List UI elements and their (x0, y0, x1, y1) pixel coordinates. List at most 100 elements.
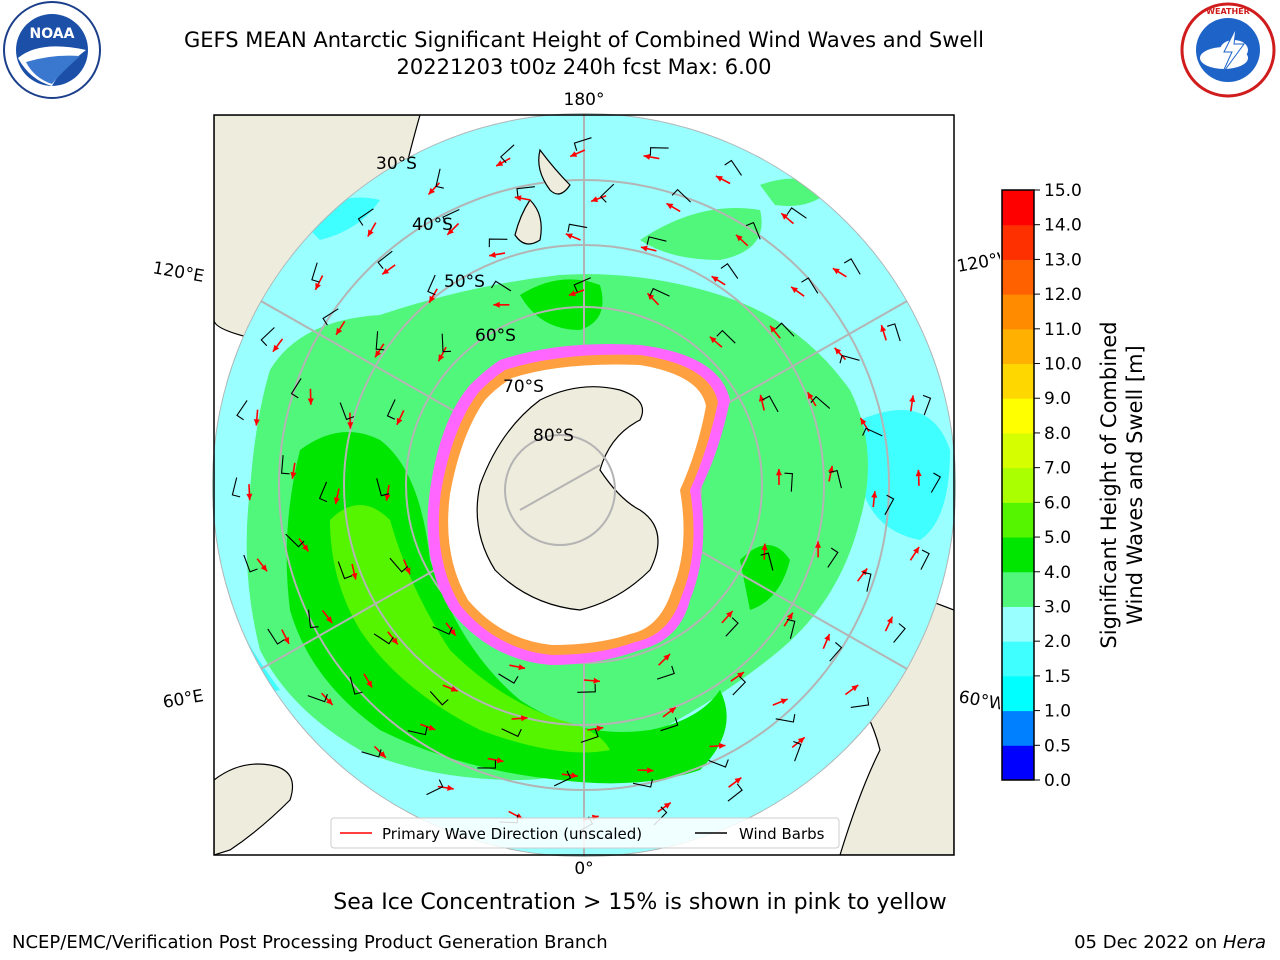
wave-arrow-head (375, 350, 382, 358)
colorbar-tick-label: 5.0 (1044, 528, 1071, 548)
wind-barb (490, 280, 512, 292)
colorbar-segment (1002, 537, 1034, 573)
wave-arrow-head (565, 233, 573, 240)
colorbar-segment (1002, 190, 1034, 226)
wave-arrow-head (791, 286, 798, 293)
wind-barb (745, 221, 761, 240)
wave-arrow-head (886, 616, 893, 624)
wind-barb (884, 494, 895, 516)
wave-arrow-head (913, 546, 920, 554)
wave-arrow-head (496, 160, 504, 166)
wind-barb (429, 691, 449, 706)
wave-arrow-head (909, 395, 916, 403)
wind-barb (307, 694, 328, 703)
lat-label-60s: 60°S (475, 326, 516, 346)
wave-arrow-head (367, 229, 374, 237)
wind-barb (727, 783, 743, 802)
wave-arrow-head (781, 213, 789, 220)
wind-barb (281, 455, 290, 475)
wave-arrow-head (711, 276, 719, 283)
wind-barb (432, 626, 453, 635)
wave-arrow-head (860, 418, 867, 425)
wave-arrow-head (861, 568, 868, 576)
map-legend: Primary Wave Direction (unscaled) Wind B… (330, 817, 840, 849)
wave-arrow-head (302, 544, 309, 552)
wave-arrow-head (815, 541, 822, 548)
wave-arrow-head (737, 672, 744, 679)
wave-arrow-head (326, 698, 333, 705)
sea-ice-caption: Sea Ice Concentration > 15% is shown in … (333, 890, 947, 915)
wind-barb (632, 779, 653, 788)
wind-barb (649, 147, 669, 156)
wind-barb (827, 547, 839, 568)
colorbar-segment (1002, 710, 1034, 746)
wind-barb (573, 277, 591, 293)
wave-arrow-head (290, 472, 297, 479)
colorbar-segment (1002, 224, 1034, 260)
wave-arrow-head (447, 784, 454, 791)
wind-barb (516, 186, 535, 197)
wave-arrow-head (315, 282, 321, 290)
colorbar-tick-label: 0.5 (1044, 736, 1071, 756)
wave-arrow-head (568, 290, 576, 297)
wave-arrow-head (333, 497, 340, 505)
colorbar-tick-label: 10.0 (1044, 355, 1082, 375)
wind-barb (553, 770, 572, 787)
wave-direction-arrows (246, 149, 922, 821)
wave-arrow-head (428, 724, 436, 731)
wind-barb (361, 749, 382, 758)
lat-label-80s: 80°S (533, 426, 574, 446)
wave-arrow-head (336, 327, 343, 335)
colorbar-segment (1002, 328, 1034, 365)
wind-barb (829, 469, 842, 489)
wind-barb (920, 549, 930, 570)
wave-arrow-head (396, 417, 403, 425)
colorbar-segment (1002, 259, 1034, 295)
colorbar-segment (1002, 294, 1034, 330)
antarctica-region (427, 344, 730, 665)
lat-label-30s: 30°S (376, 154, 417, 174)
wave-arrow-head (663, 802, 671, 809)
wave-arrow-head (326, 616, 333, 624)
wave-arrow-head (489, 251, 496, 258)
wind-barb (775, 714, 796, 723)
colorbar-tick-label: 1.5 (1044, 667, 1071, 687)
wave-arrow-head (447, 228, 454, 235)
wave-height-4-5m (286, 432, 727, 784)
legend-wave-label: Primary Wave Direction (unscaled) (382, 825, 642, 843)
colorbar-tick-label: 12.0 (1044, 285, 1082, 305)
wind-barb (426, 779, 444, 796)
wind-barb (801, 277, 819, 294)
wave-arrow-head (351, 572, 358, 580)
wind-barb (600, 183, 615, 203)
wind-barb (887, 323, 901, 342)
wave-arrow-head (666, 203, 674, 210)
wind-barb (862, 571, 872, 592)
wind-barb (725, 617, 739, 637)
wind-barb (850, 696, 870, 708)
wind-barb (762, 395, 779, 413)
wind-barb (724, 159, 742, 176)
wave-arrow-head (496, 757, 504, 764)
wind-barb (656, 665, 675, 680)
wave-arrow-head (596, 725, 604, 732)
colorbar-tick-label: 7.0 (1044, 459, 1071, 479)
colorbar-tick-label: 2.0 (1044, 632, 1071, 652)
wave-arrow-head (669, 707, 676, 714)
wave-arrow-head (283, 636, 289, 644)
colorbar-segment (1002, 745, 1034, 781)
colorbar-tick-label: 1.0 (1044, 702, 1071, 722)
colorbar-label-line2: Wind Waves and Swell [m] (1123, 345, 1147, 625)
colorbar: 0.0 0.5 1.0 1.5 2.0 3.0 4.0 5.0 6.0 7.0 8.0 9.0 10.0… (1001, 181, 1147, 791)
wind-barb (318, 481, 328, 503)
wave-arrow-head (428, 187, 435, 195)
wind-barb (500, 144, 515, 164)
wave-arrow-head (734, 777, 742, 784)
wind-barb (501, 728, 522, 738)
wind-barb (322, 308, 339, 326)
wind-barb (376, 478, 390, 497)
wind-barb (231, 477, 241, 498)
wind-barb (580, 728, 599, 743)
colorbar-segment (1002, 675, 1034, 712)
colorbar-tick-label: 11.0 (1044, 320, 1082, 340)
